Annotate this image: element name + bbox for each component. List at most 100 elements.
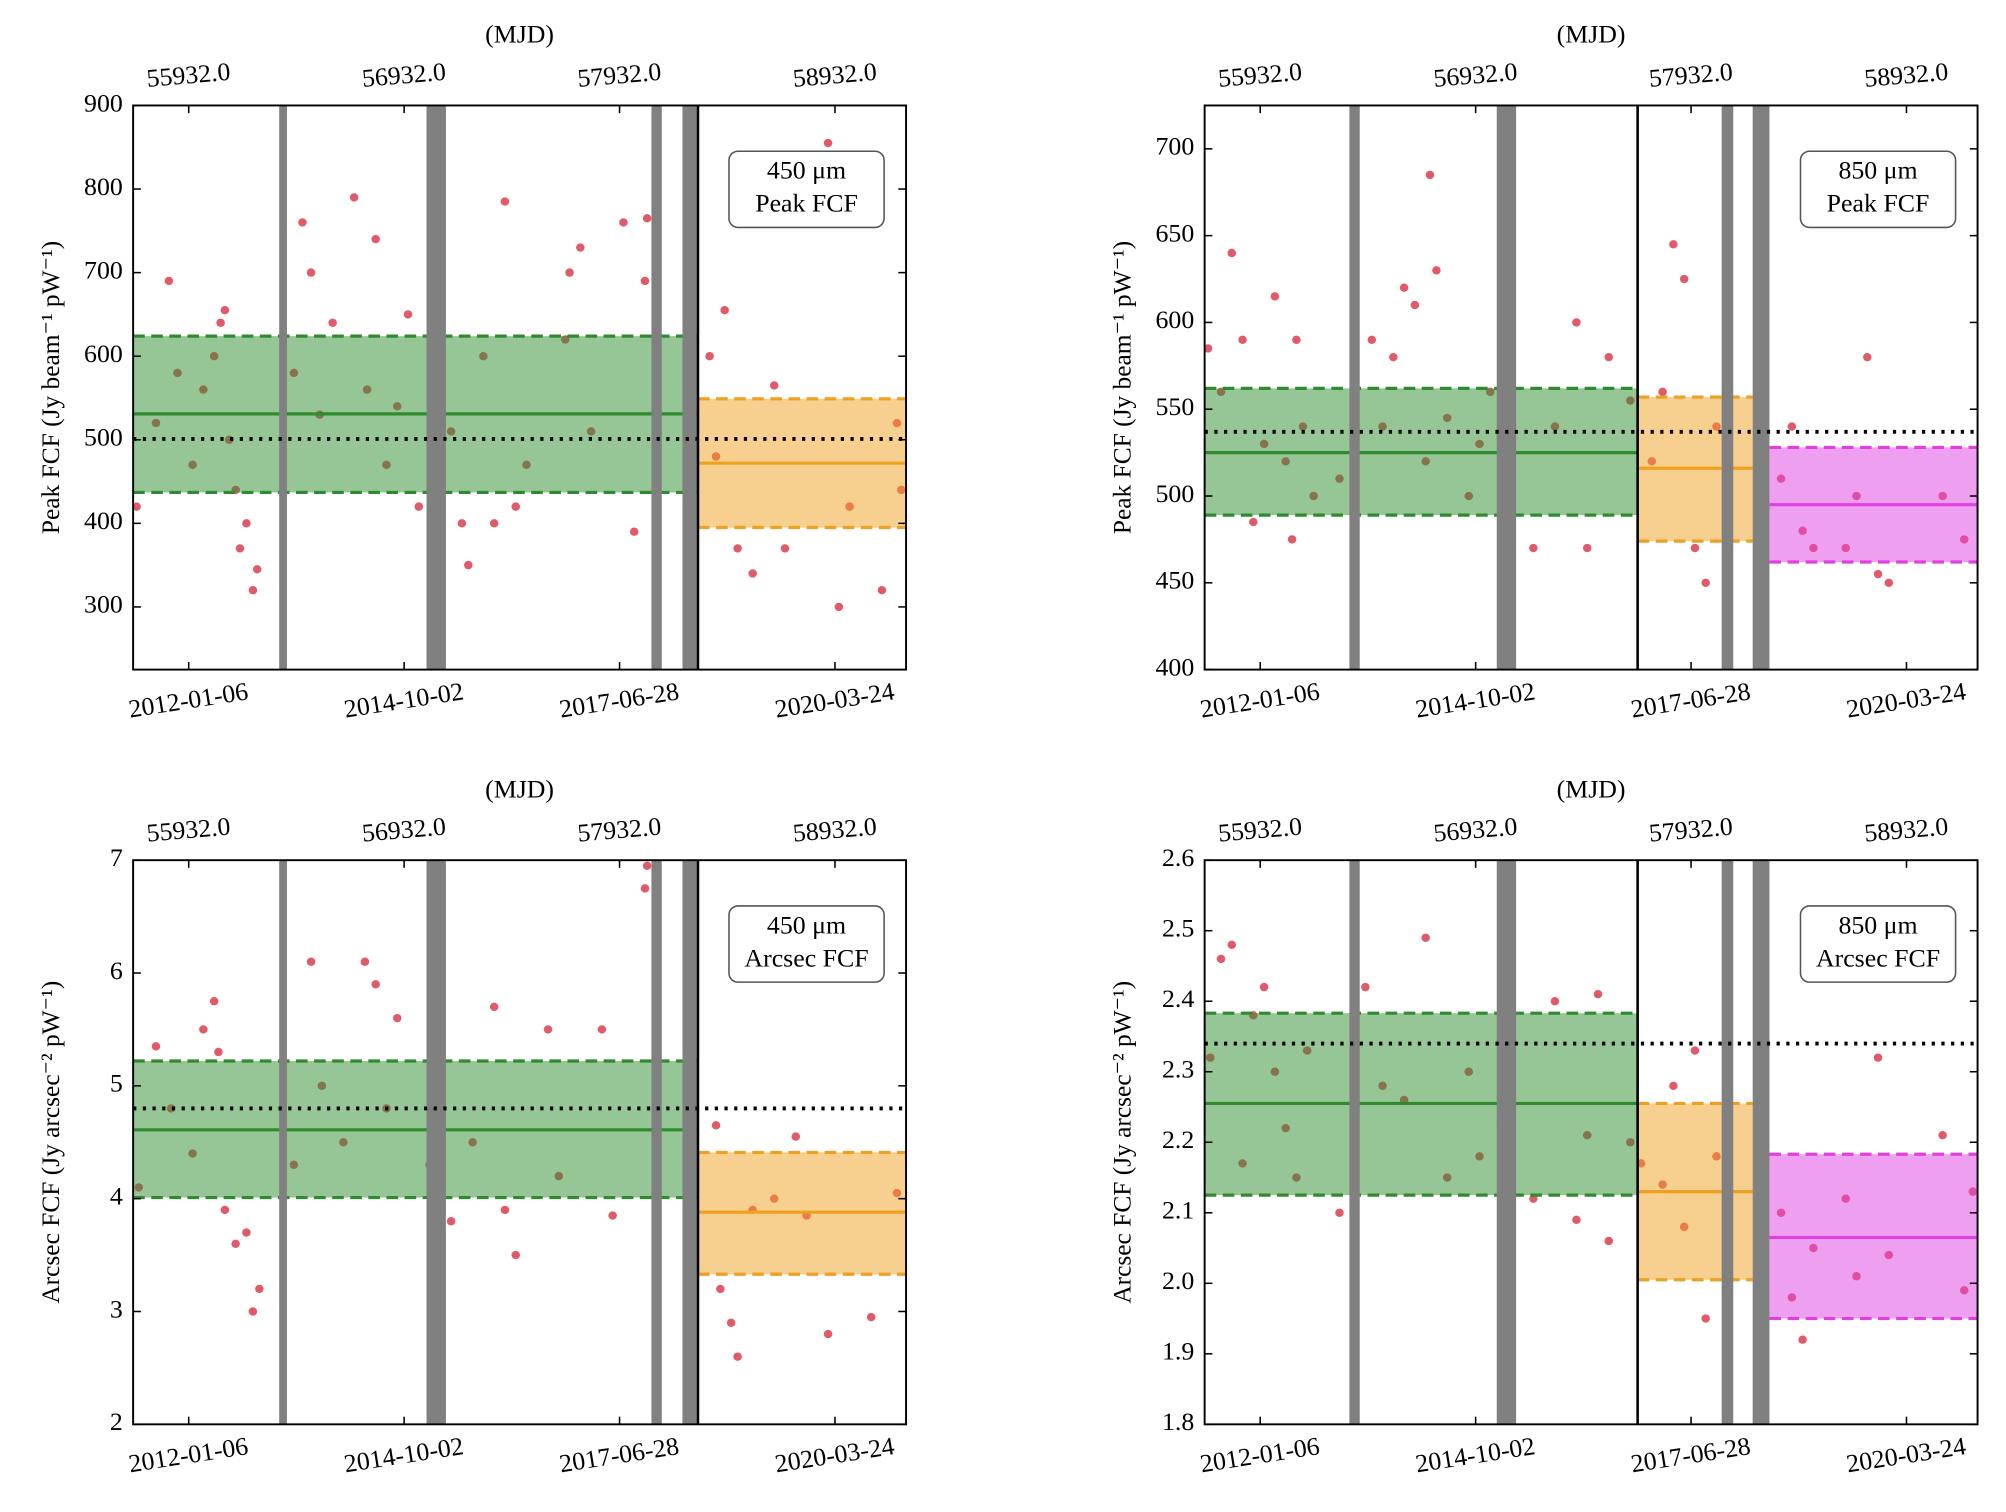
x2-tick-label: 58932.0	[1863, 57, 1949, 93]
y-tick-label: 500	[1156, 479, 1195, 508]
data-point	[726, 1318, 736, 1327]
y-tick-label: 600	[84, 339, 123, 368]
data-point	[511, 502, 520, 511]
y-tick-label: 500	[84, 423, 123, 452]
data-point	[360, 957, 370, 966]
data-point	[733, 544, 742, 553]
data-point	[640, 884, 650, 893]
data-point	[720, 306, 729, 315]
data-point	[1701, 578, 1710, 588]
data-point	[705, 351, 714, 361]
panel: 2 3 4 5 6 7 2012-01-06 2014-10-02 2017-06-28 2020…	[36, 775, 908, 1478]
data-point	[1367, 335, 1377, 344]
x-tick-label: 2014-10-02	[1413, 677, 1537, 724]
data-point	[1399, 283, 1409, 292]
annotation-text: 450 μm	[767, 156, 846, 185]
data-point	[1582, 543, 1592, 553]
data-point	[780, 544, 790, 553]
y-tick-label: 600	[1156, 305, 1195, 334]
y-tick-label: 3	[110, 1295, 123, 1324]
shutdown-band	[651, 860, 662, 1425]
data-point	[328, 318, 337, 327]
data-point	[298, 218, 307, 227]
x-tick-label: 2014-10-02	[342, 1431, 466, 1478]
data-point	[242, 519, 251, 528]
data-point	[642, 214, 652, 223]
data-point	[1227, 940, 1237, 950]
annotation-text: Peak FCF	[1827, 189, 1930, 218]
x2-tick-label: 56932.0	[361, 57, 447, 93]
data-point	[255, 1284, 264, 1294]
data-point	[371, 980, 380, 989]
y-tick-label: 7	[110, 843, 123, 872]
data-point	[511, 1250, 520, 1260]
data-point	[220, 1205, 230, 1215]
y-axis-label: Peak FCF (Jy beam⁻¹ pW⁻¹)	[1107, 241, 1136, 534]
shutdown-band	[426, 105, 446, 670]
x-tick-label: 2012-01-06	[126, 677, 250, 724]
y-axis-label: Arcsec FCF (Jy arcsec⁻² pW⁻¹)	[1107, 981, 1136, 1304]
shutdown-band	[651, 105, 662, 670]
x2-tick-label: 56932.0	[361, 812, 447, 848]
x2-tick-label: 57932.0	[576, 812, 662, 848]
data-point	[248, 1307, 258, 1316]
axes-frame	[1203, 104, 1979, 671]
axes-frame	[132, 859, 908, 1426]
x2-axis-label: (MJD)	[1557, 20, 1626, 49]
data-point	[1259, 982, 1269, 992]
shutdown-band	[1752, 105, 1770, 670]
annotation-box	[728, 905, 885, 983]
y-tick-label: 4	[110, 1182, 123, 1211]
data-point	[1410, 300, 1420, 310]
y-tick-label: 700	[84, 256, 123, 285]
data-point	[866, 1312, 876, 1322]
data-point	[823, 138, 833, 148]
y-tick-label: 6	[110, 956, 123, 985]
x2-tick-label: 55932.0	[1217, 812, 1303, 848]
shutdown-band	[682, 105, 697, 670]
data-point	[576, 243, 585, 252]
y-tick-label: 5	[110, 1069, 123, 1098]
data-point	[1361, 982, 1370, 992]
x-tick-label: 2014-10-02	[342, 677, 466, 724]
y-tick-label: 2.3	[1162, 1055, 1194, 1084]
x2-tick-label: 58932.0	[792, 812, 878, 848]
data-point	[446, 1217, 456, 1226]
data-point	[1604, 352, 1614, 362]
data-point	[877, 586, 887, 595]
data-point	[1572, 1215, 1581, 1225]
y-tick-label: 800	[84, 172, 123, 201]
data-point	[769, 381, 779, 390]
shutdown-band	[1349, 105, 1360, 670]
data-point	[1216, 954, 1226, 964]
y-tick-label: 2.2	[1162, 1125, 1194, 1154]
data-point	[199, 1025, 208, 1034]
annotation-box	[1799, 150, 1957, 229]
data-point	[1884, 578, 1894, 588]
y-tick-label: 400	[1156, 653, 1195, 682]
data-point	[392, 1013, 402, 1023]
x2-tick-label: 56932.0	[1432, 812, 1518, 848]
x2-tick-label: 55932.0	[145, 57, 231, 93]
x-tick-label: 2020-03-24	[773, 677, 897, 724]
x-tick-label: 2017-06-28	[557, 1431, 681, 1478]
data-point	[543, 1025, 553, 1034]
data-point	[306, 957, 316, 966]
data-point	[748, 569, 757, 578]
y-tick-label: 2	[110, 1407, 123, 1436]
data-point	[1690, 543, 1700, 553]
data-point	[711, 1121, 721, 1130]
data-point	[220, 306, 230, 315]
data-point	[1787, 422, 1797, 431]
data-point	[1669, 240, 1678, 249]
data-point	[1690, 1046, 1700, 1055]
y-tick-label: 550	[1156, 392, 1195, 421]
data-point	[1863, 352, 1872, 362]
annotation-box	[728, 150, 885, 229]
data-point	[1669, 1081, 1678, 1091]
data-point	[151, 1042, 161, 1051]
data-point	[489, 519, 499, 528]
data-point	[1432, 266, 1441, 275]
